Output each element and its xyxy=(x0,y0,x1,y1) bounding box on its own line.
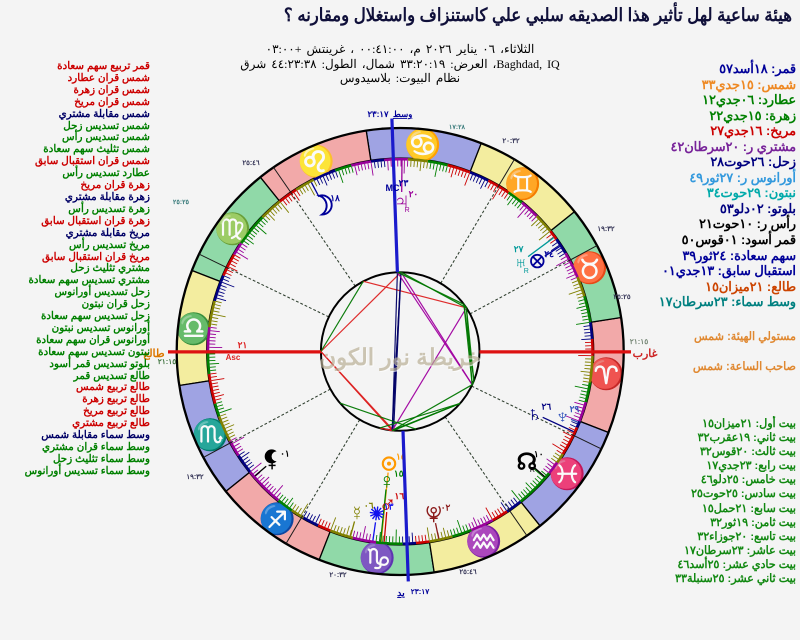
svg-text:١٦: ١٦ xyxy=(395,491,405,501)
svg-text:١٩:٣٢: ١٩:٣٢ xyxy=(186,474,204,481)
svg-text:١٠: ١٠ xyxy=(534,449,544,459)
svg-text:٠٦: ٠٦ xyxy=(364,501,374,511)
svg-text:١٨: ١٨ xyxy=(330,193,340,203)
svg-text:٢٠: ٢٠ xyxy=(409,189,419,199)
svg-text:R: R xyxy=(530,467,535,474)
svg-text:١٥: ١٥ xyxy=(394,469,404,479)
svg-text:R: R xyxy=(405,207,410,214)
svg-text:♍: ♍ xyxy=(214,211,251,246)
svg-text:١٣: ١٣ xyxy=(384,501,394,511)
svg-text:♉: ♉ xyxy=(571,250,608,285)
svg-text:٢١: ٢١ xyxy=(238,340,248,350)
svg-text:خريطة نور الكون: خريطة نور الكون xyxy=(319,344,481,372)
svg-text:♈: ♈ xyxy=(588,356,625,391)
svg-text:٢٦: ٢٦ xyxy=(542,402,552,412)
svg-text:Asc: Asc xyxy=(226,353,241,362)
svg-text:٢٤: ٢٤ xyxy=(544,249,554,259)
svg-text:♆: ♆ xyxy=(555,406,571,429)
svg-text:٢١:١٥: ٢١:١٥ xyxy=(630,337,649,346)
svg-text:١٥: ١٥ xyxy=(396,452,406,462)
svg-text:٢٣:١٧: ٢٣:١٧ xyxy=(411,587,431,596)
svg-text:☿: ☿ xyxy=(349,503,364,525)
svg-text:♋: ♋ xyxy=(404,127,441,162)
svg-text:٢٥:٢٥: ٢٥:٢٥ xyxy=(613,294,631,301)
svg-text:٢٥:٢٥: ٢٥:٢٥ xyxy=(173,199,190,206)
svg-text:١٩:٣٢: ١٩:٣٢ xyxy=(597,226,615,233)
svg-text:♃: ♃ xyxy=(393,189,411,216)
svg-text:٢١:١٥: ٢١:١٥ xyxy=(158,357,177,366)
svg-text:٢٥:٤٦: ٢٥:٤٦ xyxy=(459,569,477,576)
svg-text:٢٠:٣٢: ٢٠:٣٢ xyxy=(502,138,520,145)
svg-text:١٧:٢٨: ١٧:٢٨ xyxy=(449,124,466,131)
svg-text:♅: ♅ xyxy=(514,253,528,274)
svg-text:٢٥:٤٦: ٢٥:٤٦ xyxy=(242,160,260,167)
svg-text:وسط: وسط xyxy=(393,109,412,120)
svg-text:٢٠:٣٢: ٢٠:٣٢ xyxy=(329,572,347,579)
svg-text:طالع: طالع xyxy=(143,348,165,360)
svg-text:♀: ♀ xyxy=(379,468,396,493)
svg-text:غارب: غارب xyxy=(633,348,658,360)
svg-text:٢٩: ٢٩ xyxy=(570,404,580,414)
svg-text:♑: ♑ xyxy=(359,540,396,575)
svg-text:٠١: ٠١ xyxy=(280,448,290,458)
svg-text:☊: ☊ xyxy=(517,449,537,475)
svg-text:♄: ♄ xyxy=(526,401,543,426)
svg-text:٢٣: ٢٣ xyxy=(399,178,409,188)
svg-text:MC: MC xyxy=(386,183,400,193)
svg-text:♎: ♎ xyxy=(175,311,212,346)
svg-text:٠٢: ٠٢ xyxy=(441,502,451,512)
svg-text:R: R xyxy=(524,268,529,275)
svg-text:٢٣:١٧: ٢٣:١٧ xyxy=(367,109,389,119)
svg-text:٢٧: ٢٧ xyxy=(514,244,524,254)
svg-text:♓: ♓ xyxy=(549,456,586,491)
svg-text:يد: يد xyxy=(397,588,405,599)
